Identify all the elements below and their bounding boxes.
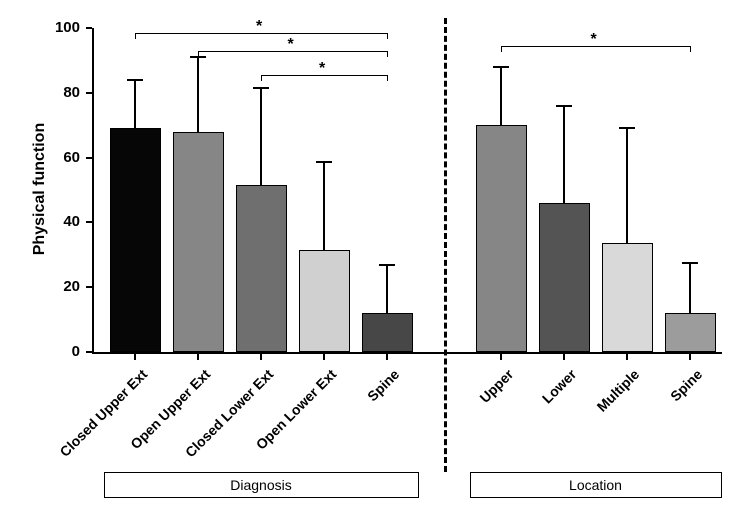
bar bbox=[602, 243, 653, 352]
x-tick bbox=[323, 354, 325, 360]
significance-end bbox=[387, 75, 388, 81]
x-tick bbox=[500, 354, 502, 360]
y-tick-label: 80 bbox=[40, 84, 80, 101]
significance-end bbox=[387, 33, 388, 39]
x-tick bbox=[260, 354, 262, 360]
significance-end bbox=[135, 33, 136, 39]
bar bbox=[173, 132, 224, 352]
error-cap bbox=[316, 161, 332, 163]
error-cap bbox=[682, 262, 698, 264]
significance-star: * bbox=[591, 31, 597, 49]
bar bbox=[539, 203, 590, 352]
y-tick bbox=[86, 92, 92, 94]
y-tick-label: 100 bbox=[40, 19, 80, 36]
error-cap bbox=[127, 79, 143, 81]
significance-end bbox=[387, 51, 388, 57]
error-bar bbox=[260, 88, 262, 185]
error-cap bbox=[253, 87, 269, 89]
group-label-box: Diagnosis bbox=[104, 472, 419, 498]
error-bar bbox=[134, 80, 136, 129]
error-bar bbox=[563, 106, 565, 203]
x-tick bbox=[626, 354, 628, 360]
bar bbox=[299, 250, 350, 352]
y-tick bbox=[86, 286, 92, 288]
x-tick bbox=[134, 354, 136, 360]
y-tick-label: 20 bbox=[40, 278, 80, 295]
error-cap bbox=[379, 264, 395, 266]
x-tick bbox=[386, 354, 388, 360]
bar bbox=[362, 313, 413, 352]
error-bar bbox=[500, 67, 502, 125]
significance-star: * bbox=[256, 18, 262, 36]
error-bar bbox=[626, 128, 628, 243]
y-tick bbox=[86, 157, 92, 159]
y-tick bbox=[86, 27, 92, 29]
significance-star: * bbox=[288, 36, 294, 54]
group-label-box: Location bbox=[470, 472, 722, 498]
y-tick bbox=[86, 351, 92, 353]
error-bar bbox=[689, 263, 691, 313]
significance-star: * bbox=[319, 60, 325, 78]
bar bbox=[236, 185, 287, 352]
error-bar bbox=[197, 57, 199, 132]
error-bar bbox=[323, 162, 325, 249]
y-axis-label: Physical function bbox=[31, 109, 49, 269]
error-cap bbox=[619, 127, 635, 129]
x-tick bbox=[563, 354, 565, 360]
x-tick bbox=[689, 354, 691, 360]
significance-end bbox=[690, 46, 691, 52]
error-cap bbox=[556, 105, 572, 107]
bar bbox=[110, 128, 161, 352]
y-tick bbox=[86, 221, 92, 223]
bar bbox=[665, 313, 716, 352]
group-divider bbox=[444, 18, 447, 472]
bar bbox=[476, 125, 527, 352]
error-bar bbox=[386, 265, 388, 314]
x-tick bbox=[197, 354, 199, 360]
significance-end bbox=[261, 75, 262, 81]
y-axis-line bbox=[92, 28, 94, 354]
chart-figure: 020406080100Physical functionClosed Uppe… bbox=[0, 0, 750, 522]
significance-end bbox=[501, 46, 502, 52]
y-tick-label: 0 bbox=[40, 343, 80, 360]
error-cap bbox=[493, 66, 509, 68]
significance-end bbox=[198, 51, 199, 57]
